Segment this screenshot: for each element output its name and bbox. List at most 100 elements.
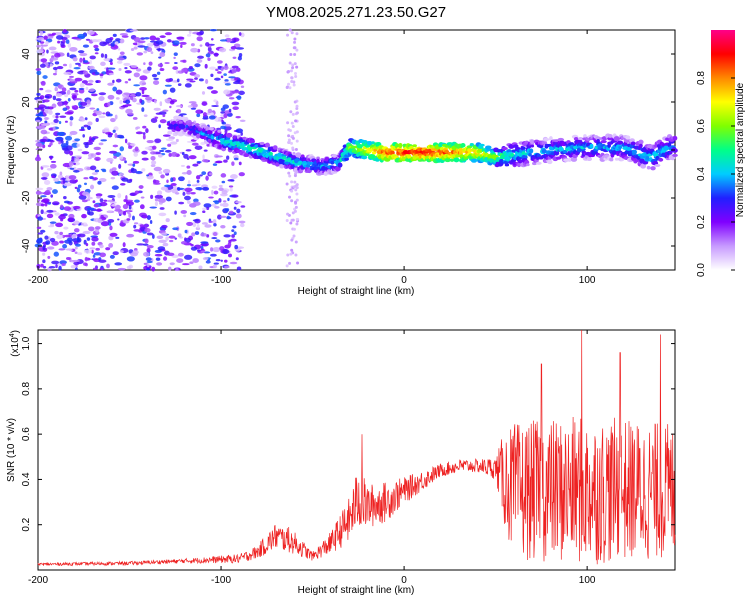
spectrogram-cell xyxy=(228,108,232,113)
spectrogram-cell xyxy=(37,198,41,202)
spectrogram-cell xyxy=(154,249,162,253)
spectrogram-cell xyxy=(111,206,114,209)
spectrogram-cell xyxy=(141,89,145,95)
colorbar-tick-label: 0.6 xyxy=(696,119,707,133)
spectrogram-cell xyxy=(294,240,298,244)
spectrogram-cell xyxy=(231,101,240,106)
spectrogram-cell xyxy=(89,136,92,142)
spectrogram-cell xyxy=(41,165,50,168)
spectrogram-cell xyxy=(63,196,67,200)
spectrogram-cell xyxy=(160,147,167,150)
spectrogram-cell xyxy=(142,125,147,129)
spectrogram-cell xyxy=(211,105,219,108)
spectrogram-cell xyxy=(216,127,221,131)
spectrogram-cell xyxy=(91,249,94,254)
spectrogram-cell xyxy=(192,219,199,222)
spectrogram-cell xyxy=(47,144,52,148)
spectrogram-cell xyxy=(56,35,64,40)
spectrogram-cell xyxy=(84,143,89,149)
spectrogram-cell xyxy=(146,247,151,253)
spectrogram-cell xyxy=(164,62,170,65)
spectrogram-cell xyxy=(226,215,230,220)
spectrogram-cell xyxy=(169,105,172,109)
spectrogram-cell xyxy=(286,212,290,216)
spectrogram-cell xyxy=(293,40,297,44)
spectrogram-x-tick-label: -200 xyxy=(28,275,48,286)
spectrogram-cell xyxy=(124,70,132,74)
spectrogram-cell xyxy=(135,131,144,135)
spectrogram-cell xyxy=(201,159,209,163)
spectrogram-cell xyxy=(40,108,45,112)
spectrogram-cell xyxy=(78,64,82,67)
spectrogram-cell xyxy=(154,99,157,104)
spectrogram-cell xyxy=(79,101,88,106)
spectrogram-cell xyxy=(136,243,145,246)
spectrogram-cell xyxy=(160,174,165,179)
spectrogram-cell xyxy=(504,163,510,167)
spectrogram-cell xyxy=(139,224,145,228)
spectrogram-cell xyxy=(295,130,299,134)
spectrogram-cell xyxy=(168,239,174,243)
spectrogram-cell xyxy=(210,38,214,41)
spectrogram-cell xyxy=(85,243,89,247)
spectrogram-cell xyxy=(200,232,208,237)
spectrogram-cell xyxy=(122,242,126,248)
spectrogram-cell xyxy=(120,105,129,108)
spectrogram-cell xyxy=(152,234,155,239)
spectrogram-cell xyxy=(40,263,44,268)
spectrogram-cell xyxy=(231,229,235,233)
snr-y-tick-label: 0.4 xyxy=(21,472,32,486)
spectrogram-cell xyxy=(69,130,78,136)
snr-scale-label: (x104) xyxy=(9,330,21,357)
spectrogram-cell xyxy=(295,106,299,110)
spectrogram-cell xyxy=(212,231,218,237)
spectrogram-cell xyxy=(294,200,298,204)
spectrogram-cell xyxy=(184,254,193,260)
spectrogram-cell xyxy=(36,155,40,161)
spectrogram-cell xyxy=(115,97,120,100)
spectrogram-cell xyxy=(292,151,296,155)
spectrogram-cell xyxy=(166,39,172,43)
spectrogram-cell xyxy=(74,138,81,142)
spectrogram-cell xyxy=(240,85,245,88)
spectrogram-cell xyxy=(146,232,154,236)
spectrogram-cell xyxy=(69,248,73,252)
spectrogram-cell xyxy=(153,107,161,111)
spectrogram-cell xyxy=(217,214,222,220)
spectrogram-cell xyxy=(154,194,164,199)
spectrogram-cell xyxy=(58,120,62,125)
spectrogram-cell xyxy=(126,218,131,221)
spectrogram-cell xyxy=(111,204,117,207)
spectrogram-cell xyxy=(81,199,88,203)
spectrogram-cell xyxy=(106,199,114,203)
spectrogram-cell xyxy=(295,104,299,108)
spectrogram-cell xyxy=(235,257,239,261)
spectrogram-cell xyxy=(112,33,117,37)
spectrogram-cell xyxy=(196,113,201,118)
snr-x-tick-label: 0 xyxy=(401,575,407,586)
spectrogram-cell xyxy=(609,157,614,162)
spectrogram-cell xyxy=(214,117,222,123)
spectrogram-cell xyxy=(83,262,88,266)
spectrogram-cell xyxy=(62,107,68,111)
spectrogram-cell xyxy=(223,200,227,203)
spectrogram-cell xyxy=(521,146,526,150)
spectrogram-cell xyxy=(287,141,291,145)
spectrogram-cell xyxy=(194,73,201,78)
spectrogram-cell xyxy=(663,145,670,151)
spectrogram-cell xyxy=(87,30,95,35)
spectrogram-cell xyxy=(292,234,296,238)
spectrogram-cell xyxy=(213,262,219,265)
spectrogram-cell xyxy=(94,156,101,161)
spectrogram-cell xyxy=(174,237,178,240)
spectrogram-cell xyxy=(223,113,228,119)
spectrogram-cell xyxy=(38,104,46,109)
spectrogram-cell xyxy=(169,141,178,145)
spectrogram-cell xyxy=(294,205,298,209)
spectrogram-cell xyxy=(137,45,146,48)
spectrogram-cell xyxy=(334,166,341,172)
spectrogram-cell xyxy=(51,260,60,265)
spectrogram-cell xyxy=(126,179,133,183)
spectrogram-cell xyxy=(294,188,298,192)
spectrogram-cell xyxy=(272,145,278,150)
